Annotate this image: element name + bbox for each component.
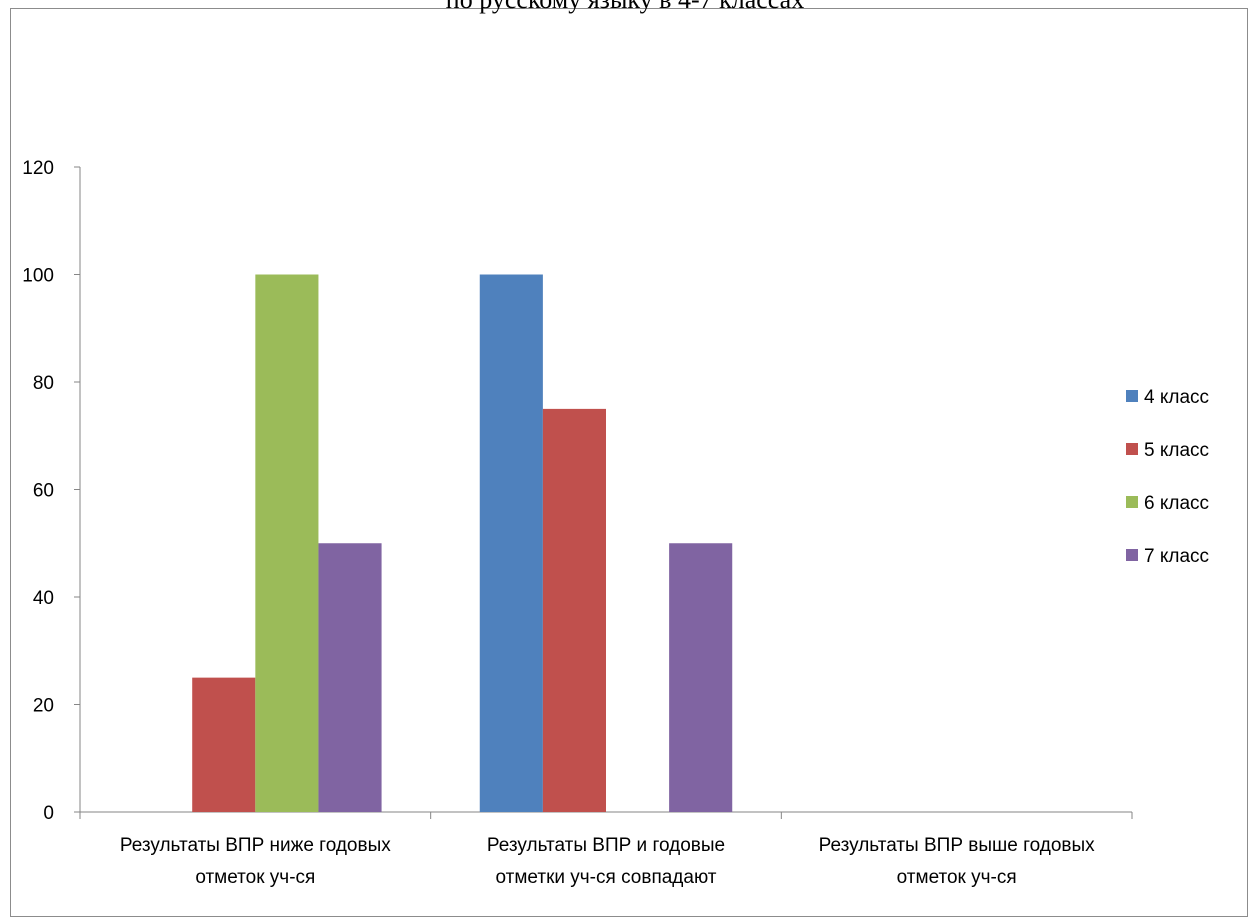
category-label: Результаты ВПР и годовые отметки уч-ся со… (487, 835, 725, 888)
legend-swatch (1126, 443, 1138, 455)
legend-label: 6 класс (1144, 493, 1209, 514)
bar (192, 677, 256, 813)
y-tick-label: 20 (33, 696, 54, 717)
legend-label: 4 класс (1144, 387, 1209, 408)
category-label-line: отметок уч-ся (195, 867, 315, 888)
chart-frame (10, 8, 1248, 917)
y-tick-label: 100 (22, 266, 54, 287)
category-label-line: Результаты ВПР и годовые (487, 835, 725, 856)
chart-title: по русскому языку в 4-7 классах (446, 0, 804, 14)
legend: 4 класс 5 класс 6 класс 7 класс (1126, 387, 1209, 567)
category-label-line: отметок уч-ся (897, 867, 1017, 888)
y-tick-label: 120 (22, 158, 54, 179)
bar (479, 274, 543, 812)
category-label-line: Результаты ВПР ниже годовых (120, 835, 391, 856)
y-tick-label: 60 (33, 481, 54, 502)
category-label-line: Результаты ВПР выше годовых (819, 835, 1096, 856)
y-tick-label: 40 (33, 588, 54, 609)
category-label: Результаты ВПР выше годовых отметок уч-ся (819, 835, 1096, 888)
legend-swatch (1126, 390, 1138, 402)
legend-swatch (1126, 496, 1138, 508)
y-axis: 0 20 40 60 80 100 120 (22, 158, 81, 824)
legend-label: 7 класс (1144, 546, 1209, 567)
legend-label: 5 класс (1144, 440, 1209, 461)
category-label-line: отметки уч-ся совпадают (496, 867, 717, 888)
y-tick-label: 0 (43, 803, 54, 824)
bar (542, 408, 606, 813)
category-label: Результаты ВПР ниже годовых отметок уч-ся (120, 835, 391, 888)
bar (669, 543, 733, 812)
x-axis: Результаты ВПР ниже годовых отметок уч-ся… (79, 811, 1133, 888)
bars (192, 274, 733, 813)
y-tick-label: 80 (33, 373, 54, 394)
bar (318, 543, 382, 812)
bar (255, 274, 319, 812)
legend-swatch (1126, 549, 1138, 561)
